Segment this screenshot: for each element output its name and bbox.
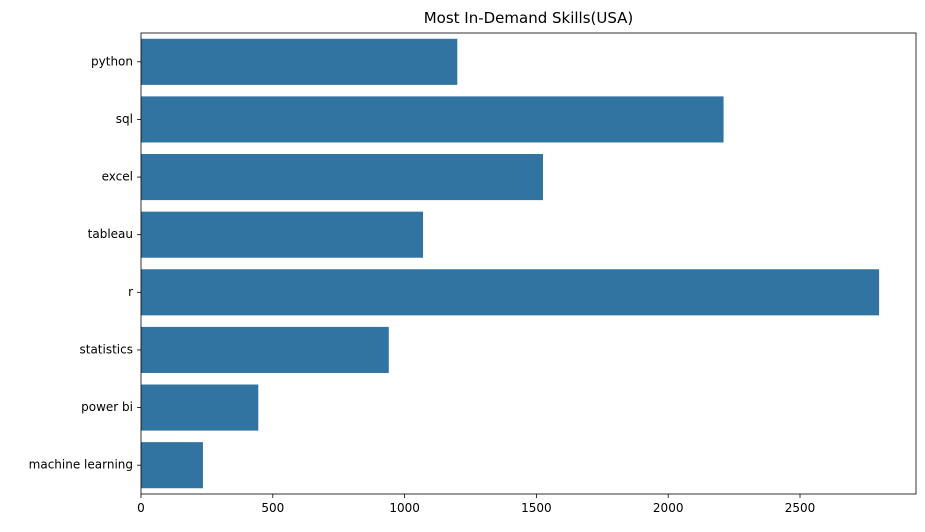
y-tick-label: tableau [88, 227, 133, 241]
chart-title: Most In-Demand Skills(USA) [424, 9, 634, 27]
x-tick-label: 500 [261, 501, 284, 515]
y-tick-label: excel [102, 170, 133, 184]
bar-python [141, 38, 458, 85]
bars-layer [141, 38, 880, 489]
bar-r [141, 269, 880, 316]
plot-frame [140, 32, 917, 495]
bar-excel [141, 154, 543, 201]
y-tick-label: statistics [80, 342, 134, 356]
bar-machine-learning [141, 442, 203, 489]
y-tick-label: python [91, 54, 133, 68]
bar-tableau [141, 211, 424, 258]
bar-sql [141, 96, 724, 143]
axes-layer [140, 32, 917, 495]
x-tick-label: 2000 [653, 501, 684, 515]
y-tick-label: machine learning [29, 458, 133, 472]
x-tick-label: 1500 [521, 501, 552, 515]
bar-power-bi [141, 384, 259, 431]
x-tick-label: 1000 [389, 501, 420, 515]
y-tick-label: sql [116, 112, 133, 126]
y-tick-label: r [128, 285, 133, 299]
bar-statistics [141, 326, 389, 373]
y-tick-label: power bi [81, 400, 133, 414]
y-axis: python sql excel tableau r statistics power bi… [29, 54, 141, 472]
x-axis: 0 500 1000 1500 2000 2500 [137, 494, 815, 515]
x-tick-label: 2500 [785, 501, 816, 515]
x-tick-label: 0 [137, 501, 145, 515]
